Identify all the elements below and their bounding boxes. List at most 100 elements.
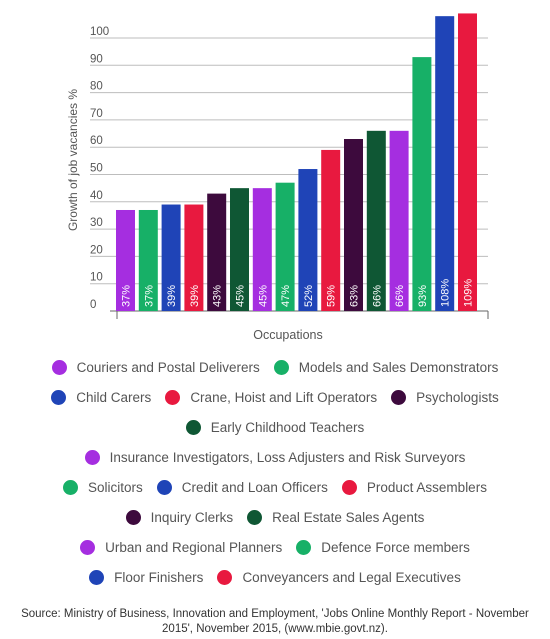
legend-label: Psychologists bbox=[416, 389, 499, 405]
bar-value-label: 37% bbox=[121, 285, 133, 307]
y-tick-label: 90 bbox=[90, 53, 103, 65]
legend-swatch bbox=[51, 359, 67, 375]
y-tick-label: 20 bbox=[90, 244, 103, 256]
bar-value-label: 43% bbox=[212, 285, 224, 307]
legend-swatch bbox=[84, 449, 100, 465]
legend-swatch bbox=[80, 539, 96, 555]
legend-label: Product Assemblers bbox=[366, 479, 487, 495]
legend-swatch bbox=[51, 389, 67, 405]
legend-item: Product Assemblers bbox=[341, 479, 487, 495]
legend-swatch bbox=[63, 479, 79, 495]
legend-row: Couriers and Postal Deliverers Models and… bbox=[0, 352, 550, 382]
legend-item: Child Carers bbox=[51, 389, 152, 405]
legend-label: Models and Sales Demonstrators bbox=[298, 359, 499, 375]
bar-value-label: 63% bbox=[349, 285, 361, 307]
legend-row: Early Childhood Teachers bbox=[0, 412, 550, 442]
y-axis-label: Growth of job vacancies % bbox=[66, 89, 80, 231]
legend-row: Urban and Regional Planners Defence Force… bbox=[0, 532, 550, 562]
legend-label: Urban and Regional Planners bbox=[105, 539, 283, 555]
legend-row: Solicitors Credit and Loan Officers Produc… bbox=[0, 472, 550, 502]
legend-swatch bbox=[89, 569, 105, 585]
bar bbox=[252, 188, 272, 311]
legend-item: Early Childhood Teachers bbox=[185, 419, 365, 435]
legend-swatch bbox=[185, 419, 201, 435]
legend: Couriers and Postal Deliverers Models and… bbox=[0, 352, 550, 592]
legend-row: Child Carers Crane, Hoist and Lift Operat… bbox=[0, 382, 550, 412]
legend-item: Defence Force members bbox=[296, 539, 470, 555]
bar bbox=[161, 204, 181, 311]
legend-label: Couriers and Postal Deliverers bbox=[76, 359, 260, 375]
legend-swatch bbox=[247, 509, 263, 525]
legend-label: Early Childhood Teachers bbox=[210, 419, 365, 435]
legend-row: Floor Finishers Conveyancers and Legal Ex… bbox=[0, 562, 550, 592]
bar bbox=[138, 209, 158, 311]
bar bbox=[207, 193, 227, 311]
bar bbox=[435, 16, 455, 311]
legend-item: Inquiry Clerks bbox=[125, 509, 234, 525]
legend-item: Floor Finishers bbox=[89, 569, 204, 585]
y-tick-label: 80 bbox=[90, 81, 103, 93]
legend-item: Conveyancers and Legal Executives bbox=[217, 569, 461, 585]
legend-item: Solicitors bbox=[63, 479, 143, 495]
legend-swatch bbox=[125, 509, 141, 525]
bar bbox=[321, 149, 341, 311]
y-tick-label: 50 bbox=[90, 163, 103, 175]
y-tick-label: 30 bbox=[90, 217, 103, 229]
bar bbox=[230, 188, 249, 311]
legend-label: Credit and Loan Officers bbox=[181, 479, 328, 495]
bar-value-label: 47% bbox=[280, 285, 292, 307]
bar bbox=[275, 182, 295, 311]
bar-value-label: 59% bbox=[326, 285, 338, 307]
legend-row: Insurance Investigators, Loss Adjusters … bbox=[0, 442, 550, 472]
bar-value-label: 93% bbox=[417, 285, 429, 307]
legend-item: Real Estate Sales Agents bbox=[247, 509, 425, 525]
bar bbox=[344, 139, 363, 311]
legend-label: Inquiry Clerks bbox=[150, 509, 234, 525]
legend-label: Floor Finishers bbox=[114, 569, 204, 585]
y-tick-label: 60 bbox=[90, 135, 103, 147]
y-tick-label: 10 bbox=[90, 272, 103, 284]
legend-swatch bbox=[273, 359, 289, 375]
legend-label: Crane, Hoist and Lift Operators bbox=[190, 389, 378, 405]
x-axis-label: Occupations bbox=[253, 328, 322, 342]
legend-item: Crane, Hoist and Lift Operators bbox=[165, 389, 378, 405]
bar-value-label: 109% bbox=[463, 279, 475, 307]
bar-value-label: 37% bbox=[143, 285, 155, 307]
legend-label: Conveyancers and Legal Executives bbox=[242, 569, 461, 585]
y-tick-label: 100 bbox=[90, 26, 109, 38]
y-tick-label: 0 bbox=[90, 299, 96, 311]
legend-label: Real Estate Sales Agents bbox=[272, 509, 425, 525]
bar bbox=[366, 130, 386, 311]
y-tick-label: 70 bbox=[90, 108, 103, 120]
legend-swatch bbox=[341, 479, 357, 495]
legend-swatch bbox=[391, 389, 407, 405]
y-tick-label: 40 bbox=[90, 190, 103, 202]
bar-value-label: 39% bbox=[189, 285, 201, 307]
legend-item: Models and Sales Demonstrators bbox=[273, 359, 499, 375]
bar bbox=[389, 130, 409, 311]
bar-value-label: 39% bbox=[166, 285, 178, 307]
bar bbox=[298, 169, 318, 311]
bar-chart: 0 10 20 30 40 50 60 70 80 90 100 Growth of job vaca… bbox=[66, 13, 489, 342]
bar-value-label: 66% bbox=[371, 285, 383, 307]
bar-value-label: 45% bbox=[257, 285, 269, 307]
source-note: Source: Ministry of Business, Innovation… bbox=[21, 608, 529, 635]
bar bbox=[184, 204, 204, 311]
legend-label: Insurance Investigators, Loss Adjusters … bbox=[109, 449, 466, 465]
legend-swatch bbox=[156, 479, 172, 495]
bar-value-label: 66% bbox=[394, 285, 406, 307]
legend-swatch bbox=[217, 569, 233, 585]
legend-item: Urban and Regional Planners bbox=[80, 539, 283, 555]
legend-item: Couriers and Postal Deliverers bbox=[51, 359, 260, 375]
bar bbox=[412, 57, 432, 311]
bar-value-label: 108% bbox=[440, 279, 452, 307]
legend-label: Defence Force members bbox=[321, 539, 470, 555]
bar bbox=[458, 13, 477, 312]
bar-value-label: 52% bbox=[303, 285, 315, 307]
legend-label: Solicitors bbox=[88, 479, 143, 495]
legend-swatch bbox=[165, 389, 181, 405]
legend-row: Inquiry Clerks Real Estate Sales Agents bbox=[0, 502, 550, 532]
legend-item: Psychologists bbox=[391, 389, 499, 405]
bar-value-label: 45% bbox=[235, 285, 247, 307]
legend-label: Child Carers bbox=[76, 389, 152, 405]
